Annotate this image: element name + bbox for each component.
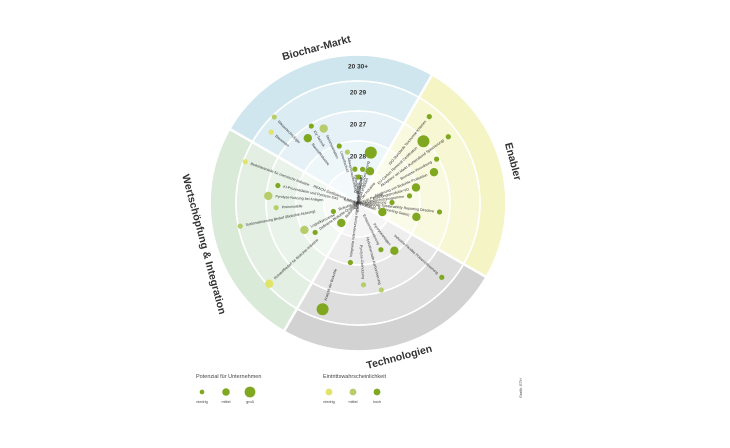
item-dot [359,166,366,172]
item-dot [344,149,351,155]
item-dot [237,223,243,229]
potential-legend-dot [199,389,205,395]
probability-legend-title: Eintrittswahrscheinlichkeit [323,374,386,380]
item-dot [378,207,387,217]
item-dot [429,167,439,177]
item-dot [275,182,281,189]
sector-divider [282,202,360,332]
item-dot [352,166,358,172]
item-dot [264,191,273,201]
item-dot [303,133,312,143]
item-dot [389,199,395,206]
item-dot [273,205,279,211]
probability-legend-dot [373,388,381,396]
item-label: Pyrolyse-Gasnutzung [359,245,365,280]
item-label: Futtermittelzusatz [356,174,364,203]
item-dot [336,143,342,149]
item-dot [412,212,421,222]
item-dot [417,135,430,148]
item-dot [378,247,384,253]
item-dot [355,174,362,180]
item-dot [242,159,248,165]
probability-legend-label: mittel [348,400,357,404]
item-label: Corporate Sustainability Reporting Direc… [364,202,434,214]
item-label: Elektronikindustrie [356,183,361,212]
sector-divider [356,74,434,204]
potential-legend-dot [222,388,230,396]
potential-legend-label: niedrig [196,400,207,404]
year-label: 20 29 [350,90,367,97]
item-dot [316,303,329,316]
ring-line [265,110,451,296]
year-label: 20 27 [350,122,367,129]
probability-legend-dot [349,388,357,396]
item-dot [436,209,443,215]
ring-line [295,140,421,266]
potential-legend-label: mittel [221,400,230,404]
item-dot [337,218,346,228]
sector-divider [357,201,487,279]
potential-legend-dot [244,386,256,398]
source-credit: Grafik: ETH [519,378,523,398]
item-dot [365,167,375,176]
item-dot [364,146,377,159]
item-label: Abwasseraufbereitung [347,157,358,193]
item-label: Preismodelle [282,204,303,209]
year-label: 20 28 [350,154,367,161]
item-dot [271,114,277,120]
item-dot [439,274,445,280]
item-dot [360,282,367,288]
probability-legend-label: niedrig [323,400,334,404]
potential-legend-title: Potenzial für Unternehmen [196,374,261,380]
item-dot [319,124,328,133]
item-dot [426,114,432,120]
item-dot [411,183,421,192]
sector-divider [229,127,359,205]
item-dot [265,279,274,288]
ring-line [235,80,481,326]
item-dot [445,134,451,140]
item-label: Kältetechnik [353,175,359,195]
probability-legend-dot [325,388,333,396]
probability-legend-label: hoch [373,400,381,404]
item-dot [312,229,318,236]
item-label: Produktzertifizierung [354,201,387,205]
item-label: Klimaschutzprogramme [366,195,404,204]
sector-title: Enabler [502,141,524,181]
item-dot [347,259,353,266]
item-label: Pyrolyse-Nutzung bei Anlagen [275,194,323,202]
item-dot [308,123,314,129]
item-dot [330,208,337,215]
item-dot [406,193,413,199]
item-dot [300,225,309,235]
ring-line [209,54,507,352]
year-label: 20 30+ [348,64,368,71]
item-label: Umweltschutz [339,151,350,174]
item-dot [268,129,274,135]
item-dot [378,287,384,293]
item-label: CO₂-Speicherung [360,161,371,189]
potential-legend-label: groß [246,400,254,404]
item-dot [390,246,399,255]
item-dot [433,156,440,162]
